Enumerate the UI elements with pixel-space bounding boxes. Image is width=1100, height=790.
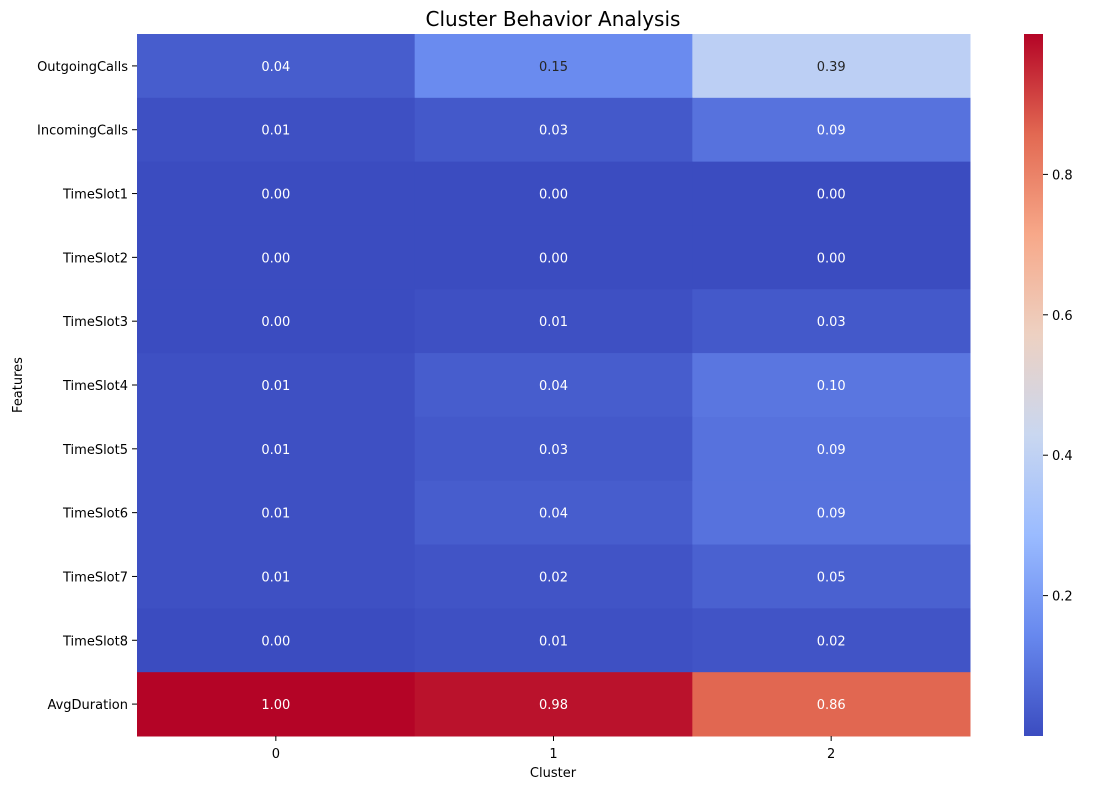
cell-value-label: 0.05 (817, 570, 846, 585)
cell-value-label: 0.04 (261, 60, 290, 75)
y-tick-label: TimeSlot6 (62, 507, 128, 522)
cell-value-label: 0.00 (261, 188, 290, 203)
y-tick-label: AvgDuration (47, 698, 128, 713)
cell-value-label: 0.02 (539, 570, 568, 585)
heatmap-cell (137, 416, 416, 482)
heatmap-cell (414, 480, 693, 546)
y-tick-label: TimeSlot7 (62, 570, 128, 585)
x-tick-labels: 0 1 2 (272, 736, 835, 762)
heatmap-cell (137, 161, 416, 226)
colorbar-tick-label: 0.8 (1052, 168, 1073, 183)
heatmap-cell (692, 544, 971, 609)
cell-value-label: 0.03 (817, 315, 846, 330)
heatmap-cell (692, 416, 971, 482)
colorbar: 0.2 0.4 0.6 0.8 (1024, 34, 1073, 736)
heatmap-cell (414, 544, 693, 609)
heatmap-cell (692, 34, 971, 99)
heatmap-cell (692, 225, 971, 290)
x-tick-label: 1 (549, 747, 557, 762)
heatmap-cell (414, 161, 693, 226)
heatmap-cell (692, 353, 971, 418)
y-tick-labels: OutgoingCalls IncomingCalls TimeSlot1 TimeS… (37, 60, 137, 713)
cell-value-label: 0.86 (817, 698, 846, 713)
x-tick-label: 2 (827, 747, 835, 762)
heatmap-cell (692, 608, 971, 673)
cell-value-label: 0.01 (261, 124, 290, 139)
heatmap-cell (414, 97, 693, 163)
cell-value-label: 0.04 (539, 507, 568, 522)
cell-value-label: 0.01 (539, 315, 568, 330)
heatmap-cell (692, 161, 971, 226)
cell-value-label: 0.03 (539, 124, 568, 139)
heatmap-cell (414, 225, 693, 290)
heatmap-cell (692, 672, 971, 737)
cell-value-label: 0.01 (261, 443, 290, 458)
y-axis-label: Features (11, 357, 26, 413)
heatmap-cell (692, 289, 971, 354)
heatmap-cell (137, 544, 416, 609)
cell-value-label: 0.09 (817, 507, 846, 522)
cell-value-label: 0.01 (539, 634, 568, 649)
cell-value-label: 0.03 (539, 443, 568, 458)
heatmap-cell (137, 97, 416, 163)
heatmap-cell (137, 672, 416, 737)
heatmap-cell (137, 289, 416, 354)
colorbar-tick-label: 0.6 (1052, 309, 1073, 324)
heatmap-cell (414, 289, 693, 354)
cell-value-label: 0.00 (539, 251, 568, 266)
heatmap-cell (414, 353, 693, 418)
y-tick-label: TimeSlot3 (62, 315, 128, 330)
heatmap-cell (137, 225, 416, 290)
heatmap-cell (414, 416, 693, 482)
heatmap-cells: 0.04 0.15 0.39 0.01 0.03 0.09 0.00 0.00 0.00 0.00… (137, 34, 971, 737)
cell-value-label: 0.04 (539, 379, 568, 394)
y-tick-label: TimeSlot4 (62, 379, 128, 394)
x-axis-label: Cluster (530, 766, 577, 781)
x-tick-label: 0 (272, 747, 280, 762)
cell-value-label: 0.00 (817, 188, 846, 203)
heatmap-cell (137, 34, 416, 99)
chart-title: Cluster Behavior Analysis (426, 7, 681, 31)
cell-value-label: 0.02 (817, 634, 846, 649)
heatmap-cell (414, 608, 693, 673)
cell-value-label: 0.10 (817, 379, 846, 394)
cell-value-label: 0.15 (539, 60, 568, 75)
colorbar-gradient (1024, 34, 1043, 736)
cell-value-label: 0.00 (817, 251, 846, 266)
cell-value-label: 0.09 (817, 124, 846, 139)
cell-value-label: 0.00 (261, 251, 290, 266)
heatmap-cell (414, 34, 693, 99)
cell-value-label: 0.09 (817, 443, 846, 458)
cell-value-label: 0.00 (539, 188, 568, 203)
colorbar-tick-label: 0.2 (1052, 590, 1073, 605)
cell-value-label: 0.01 (261, 570, 290, 585)
colorbar-tick-label: 0.4 (1052, 449, 1073, 464)
heatmap-cell (137, 608, 416, 673)
y-tick-label: TimeSlot5 (62, 443, 128, 458)
cell-value-label: 0.00 (261, 634, 290, 649)
cell-value-label: 0.01 (261, 507, 290, 522)
cell-value-label: 0.98 (539, 698, 568, 713)
heatmap-cell (692, 97, 971, 163)
y-tick-label: TimeSlot8 (62, 634, 128, 649)
cell-value-label: 0.01 (261, 379, 290, 394)
cell-value-label: 0.00 (261, 315, 290, 330)
heatmap-cell (414, 672, 693, 737)
y-tick-label: IncomingCalls (37, 124, 128, 139)
heatmap-cell (137, 353, 416, 418)
cell-value-label: 0.39 (817, 60, 846, 75)
heatmap-cell (137, 480, 416, 546)
cell-value-label: 1.00 (261, 698, 290, 713)
y-tick-label: TimeSlot2 (62, 251, 128, 266)
y-tick-label: TimeSlot1 (62, 188, 128, 203)
y-tick-label: OutgoingCalls (37, 60, 128, 75)
heatmap-cell (692, 480, 971, 546)
